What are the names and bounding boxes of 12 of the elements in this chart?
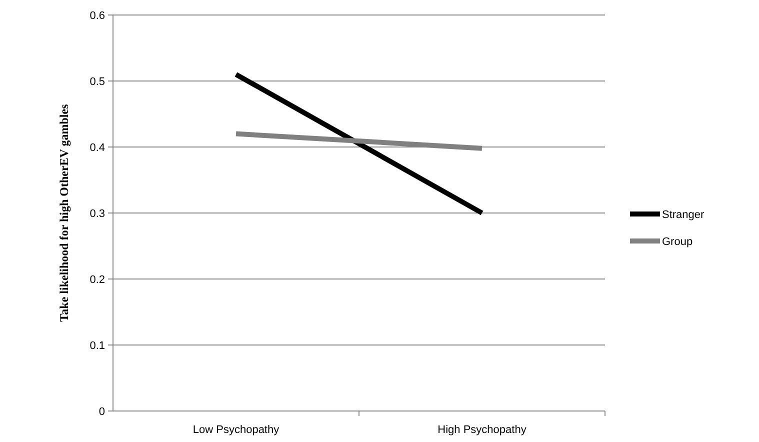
legend-label: Stranger [662, 209, 705, 221]
x-tick-label: High Psychopathy [438, 424, 527, 436]
y-tick-label: 0.3 [90, 208, 105, 220]
y-tick-label: 0 [98, 406, 105, 418]
y-tick-label: 0.4 [90, 142, 105, 154]
legend-label: Group [662, 236, 693, 248]
y-tick-label: 0.2 [90, 274, 105, 286]
y-axis-title: Take likelihood for high OtherEV gambles [57, 104, 71, 322]
y-tick-label: 0.6 [90, 10, 105, 22]
y-tick-label: 0.5 [90, 76, 105, 88]
y-tick-label: 0.1 [90, 340, 105, 352]
x-tick-label: Low Psychopathy [192, 424, 280, 436]
